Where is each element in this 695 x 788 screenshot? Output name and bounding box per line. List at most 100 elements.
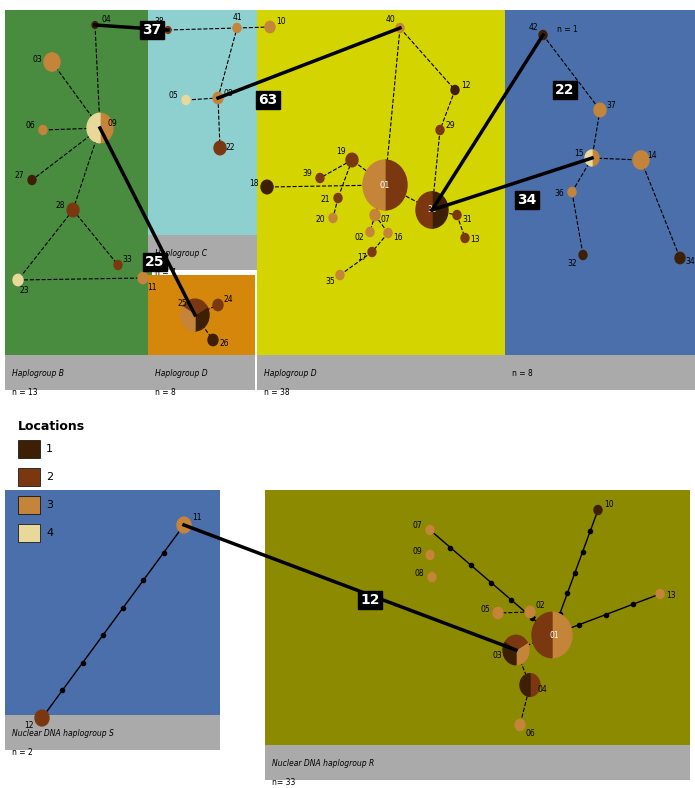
Text: 01: 01: [379, 180, 391, 189]
Wedge shape: [181, 307, 195, 331]
Wedge shape: [520, 674, 530, 697]
Circle shape: [675, 252, 685, 264]
Text: 02: 02: [536, 601, 546, 611]
Wedge shape: [195, 307, 209, 331]
Bar: [265, 490, 690, 745]
Circle shape: [44, 53, 60, 71]
Text: n = 7: n = 7: [155, 268, 176, 277]
Wedge shape: [532, 612, 552, 658]
Text: n= 33: n= 33: [272, 778, 295, 787]
Circle shape: [261, 180, 273, 194]
Bar: [257, 355, 510, 390]
Circle shape: [265, 21, 275, 32]
Circle shape: [92, 21, 98, 28]
Text: Locations: Locations: [18, 420, 85, 433]
Text: Haplogroup B: Haplogroup B: [12, 369, 64, 378]
Bar: [505, 10, 695, 355]
Text: 1: 1: [46, 444, 53, 454]
Circle shape: [233, 24, 241, 32]
Text: n = 38: n = 38: [264, 388, 290, 397]
Circle shape: [594, 505, 602, 515]
Text: 10: 10: [604, 500, 614, 510]
Wedge shape: [592, 150, 599, 166]
Text: 15: 15: [574, 150, 584, 158]
Text: 03: 03: [32, 55, 42, 65]
Circle shape: [67, 203, 79, 217]
Bar: [5, 490, 220, 715]
Wedge shape: [183, 299, 207, 315]
Text: Haplogroup D: Haplogroup D: [155, 369, 208, 378]
Bar: [148, 10, 275, 235]
Wedge shape: [552, 612, 572, 658]
Bar: [5, 10, 152, 355]
Text: 08: 08: [224, 90, 234, 98]
Text: 07: 07: [412, 521, 422, 530]
Text: 27: 27: [15, 170, 24, 180]
Wedge shape: [432, 191, 448, 229]
Text: n = 8: n = 8: [512, 369, 532, 378]
Circle shape: [451, 85, 459, 95]
Text: 03: 03: [492, 652, 502, 660]
Text: 13: 13: [666, 592, 676, 600]
Text: 12: 12: [461, 81, 471, 91]
Bar: [5, 715, 220, 750]
Text: 12: 12: [360, 593, 379, 607]
Text: 24: 24: [224, 295, 234, 303]
Circle shape: [213, 92, 223, 104]
Wedge shape: [505, 635, 528, 650]
Circle shape: [165, 27, 171, 33]
Text: 05: 05: [480, 604, 490, 614]
Text: 07: 07: [380, 214, 390, 224]
Text: n = 8: n = 8: [155, 388, 176, 397]
Circle shape: [384, 229, 392, 237]
Circle shape: [656, 589, 664, 599]
Text: 29: 29: [446, 121, 456, 131]
Circle shape: [525, 606, 535, 618]
Text: 04: 04: [538, 685, 548, 693]
Text: 20: 20: [316, 215, 325, 225]
Text: 01: 01: [549, 630, 559, 640]
Circle shape: [515, 719, 525, 730]
Circle shape: [39, 125, 47, 135]
Circle shape: [177, 517, 191, 533]
Text: 22: 22: [555, 83, 575, 97]
Circle shape: [35, 710, 49, 726]
Text: 23: 23: [20, 285, 30, 295]
Text: 33: 33: [122, 255, 132, 263]
Circle shape: [346, 153, 358, 167]
Bar: [18, 468, 40, 486]
Circle shape: [568, 188, 576, 196]
Text: 3: 3: [46, 500, 53, 510]
Text: 2: 2: [46, 472, 53, 482]
Circle shape: [334, 194, 342, 203]
Circle shape: [426, 526, 434, 534]
Text: 42: 42: [528, 23, 538, 32]
Text: 37: 37: [142, 23, 162, 37]
Text: 36: 36: [554, 189, 564, 199]
Text: 06: 06: [525, 728, 534, 738]
Text: 39: 39: [302, 169, 312, 179]
Text: 14: 14: [647, 151, 657, 161]
Text: 4: 4: [46, 528, 53, 538]
Text: 06: 06: [25, 121, 35, 129]
Circle shape: [493, 608, 503, 619]
Text: 63: 63: [259, 93, 277, 107]
Circle shape: [138, 273, 148, 284]
Bar: [18, 524, 40, 542]
Wedge shape: [585, 150, 592, 166]
Circle shape: [370, 210, 380, 221]
Text: 34: 34: [685, 258, 695, 266]
Circle shape: [336, 270, 344, 280]
Circle shape: [453, 210, 461, 220]
Text: 13: 13: [470, 236, 480, 244]
Text: 40: 40: [385, 16, 395, 24]
Text: 17: 17: [357, 254, 367, 262]
Text: 37: 37: [606, 101, 616, 110]
Bar: [5, 355, 152, 390]
Text: 26: 26: [219, 340, 229, 348]
Text: 25: 25: [145, 255, 165, 269]
Text: 41: 41: [232, 13, 242, 23]
Text: 11: 11: [147, 284, 156, 292]
Text: 09: 09: [108, 118, 117, 128]
Circle shape: [366, 228, 374, 236]
